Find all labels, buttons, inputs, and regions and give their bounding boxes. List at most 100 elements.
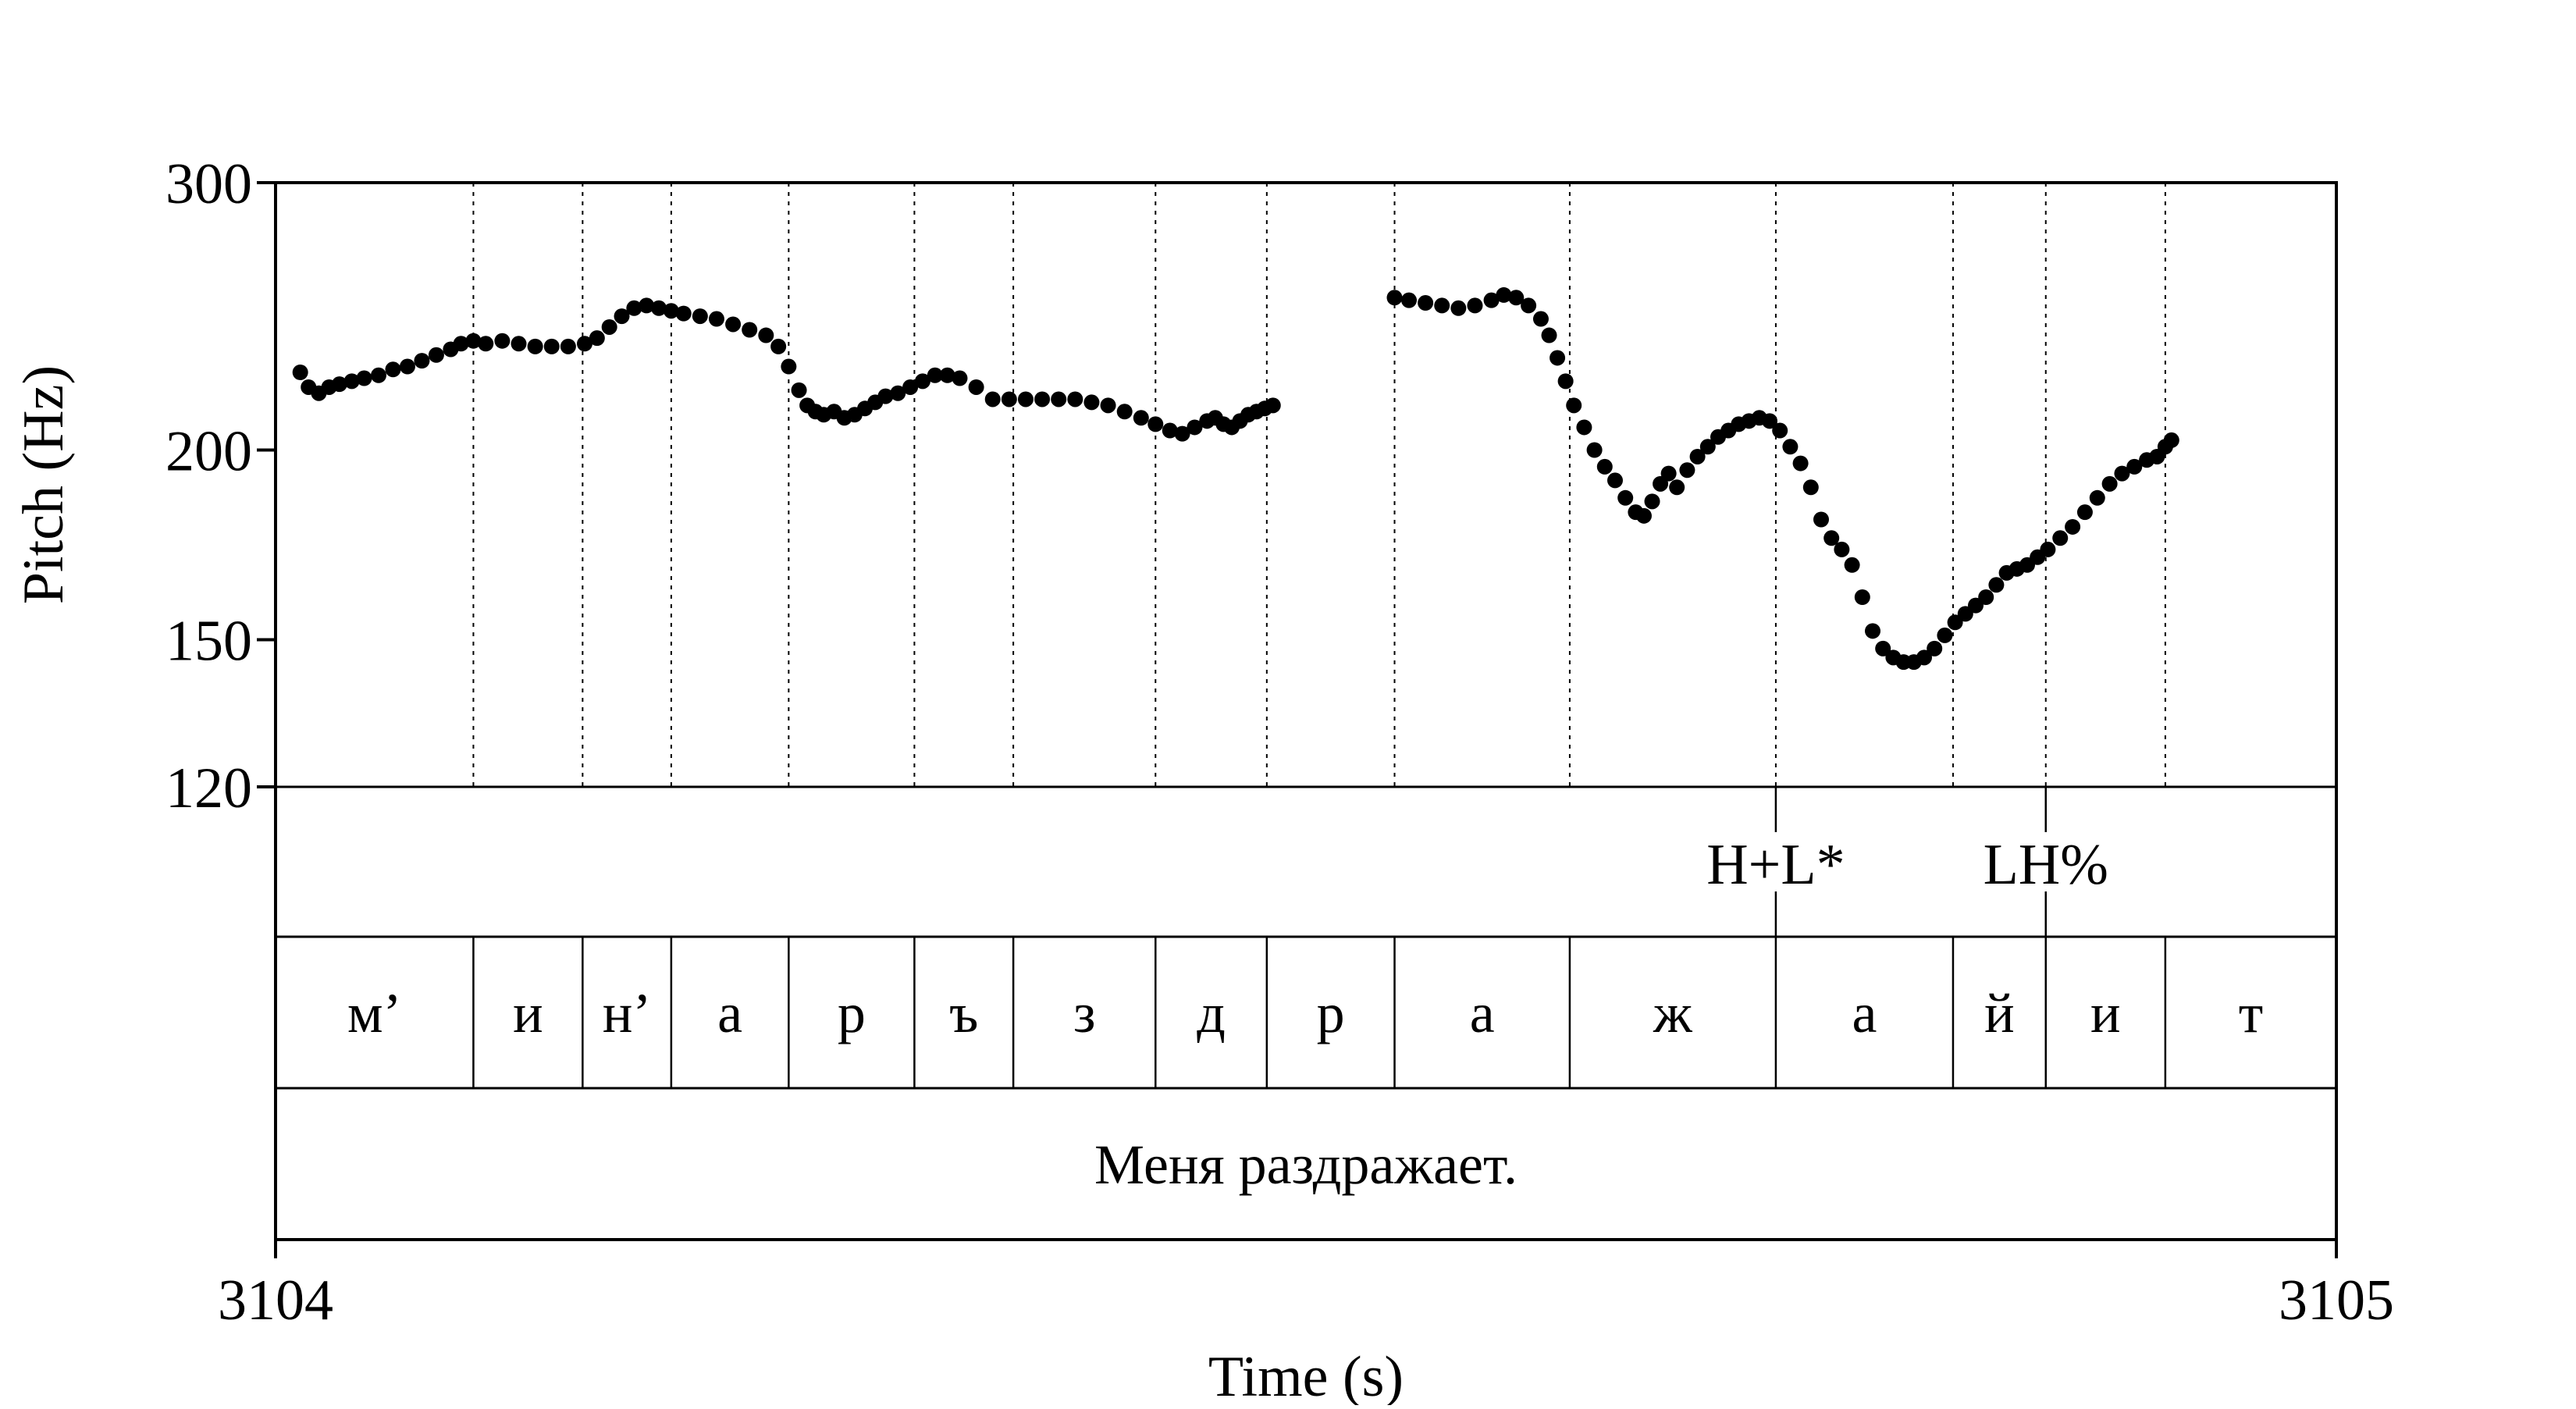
plot-frame bbox=[274, 181, 2338, 1241]
pitch-point bbox=[1947, 614, 1963, 631]
pitch-point bbox=[414, 353, 430, 369]
pitch-point bbox=[1607, 472, 1623, 489]
y-tick-label: 120 bbox=[165, 756, 252, 820]
pitch-point bbox=[589, 330, 605, 347]
pitch-point bbox=[356, 370, 372, 386]
pitch-point bbox=[2076, 504, 2093, 521]
plot-border bbox=[274, 181, 2338, 1241]
pitch-point bbox=[626, 300, 642, 316]
segment-label: н’ bbox=[603, 982, 652, 1044]
pitch-point bbox=[1550, 350, 1566, 366]
pitch-point bbox=[453, 336, 469, 352]
pitch-point bbox=[1988, 577, 2005, 593]
pitch-point bbox=[1844, 557, 1860, 573]
pitch-point bbox=[1566, 397, 1582, 414]
pitch-point bbox=[914, 373, 930, 390]
pitch-point bbox=[1434, 297, 1450, 314]
y-tick-label: 150 bbox=[165, 610, 252, 674]
pitch-point bbox=[2065, 518, 2081, 535]
pitch-point bbox=[527, 338, 543, 354]
pitch-point bbox=[902, 379, 919, 395]
pitch-point bbox=[331, 376, 347, 393]
pitch-point bbox=[2126, 458, 2143, 475]
segment-label: м’ bbox=[347, 982, 402, 1044]
pitch-point bbox=[1187, 419, 1203, 436]
pitch-point bbox=[1051, 391, 1067, 407]
segment-label: з bbox=[1073, 982, 1095, 1044]
segment-label: ж bbox=[1653, 982, 1693, 1044]
pitch-point bbox=[1034, 391, 1051, 407]
sentence-label: Меня раздражает. bbox=[1094, 1133, 1517, 1196]
pitch-point bbox=[1467, 297, 1483, 314]
pitch-point bbox=[1660, 465, 1677, 482]
segment-label: т bbox=[2239, 982, 2263, 1044]
pitch-point bbox=[1586, 442, 1603, 458]
pitch-point bbox=[1762, 413, 1777, 429]
segment-label: ъ bbox=[949, 982, 978, 1044]
x-tick-label: 3104 bbox=[218, 1268, 333, 1333]
pitch-point bbox=[560, 338, 576, 354]
pitch-point bbox=[890, 385, 906, 401]
pitch-point bbox=[1576, 419, 1592, 436]
pitch-point bbox=[1001, 391, 1017, 407]
pitch-point bbox=[292, 365, 308, 381]
pitch-point bbox=[791, 382, 807, 398]
pitch-point bbox=[1937, 627, 1953, 643]
pitch-point bbox=[877, 388, 894, 404]
pitch-point bbox=[663, 303, 679, 319]
pitch-point bbox=[692, 308, 708, 325]
pitch-point bbox=[1174, 425, 1190, 442]
pitch-point bbox=[675, 305, 692, 322]
pitch-point bbox=[1834, 541, 1850, 557]
pitch-point bbox=[1782, 439, 1799, 455]
pitch-point bbox=[2114, 465, 2130, 482]
pitch-point bbox=[1483, 292, 1500, 308]
pitch-point bbox=[1854, 589, 1870, 605]
segment-label: й bbox=[1984, 982, 2015, 1044]
pitch-point bbox=[371, 367, 386, 383]
pitch-point bbox=[1418, 295, 1434, 311]
pitch-point bbox=[1265, 397, 1281, 414]
pitch-point bbox=[742, 322, 758, 338]
segment-label: а bbox=[1852, 982, 1877, 1044]
pitch-point bbox=[1067, 391, 1083, 407]
x-tick-label: 3105 bbox=[2279, 1268, 2394, 1333]
pitch-point bbox=[1689, 448, 1706, 464]
pitch-point bbox=[511, 336, 527, 352]
boundary-lines bbox=[472, 183, 2166, 787]
pitch-point bbox=[478, 336, 494, 352]
pitch-point bbox=[614, 308, 630, 325]
pitch-point bbox=[385, 361, 401, 378]
pitch-point bbox=[1635, 507, 1652, 524]
segment-label: р bbox=[838, 982, 866, 1044]
pitch-point bbox=[2163, 432, 2179, 448]
pitch-point bbox=[1772, 422, 1788, 439]
pitch-point bbox=[1978, 589, 1994, 605]
pitch-point bbox=[1532, 311, 1549, 327]
pitch-point bbox=[1557, 373, 1574, 390]
pitch-point bbox=[639, 297, 655, 314]
pitch-point bbox=[1927, 640, 1943, 656]
pitch-point bbox=[494, 333, 511, 349]
tone-label: H+L* bbox=[1706, 833, 1845, 897]
pitch-point bbox=[1644, 493, 1660, 510]
pitch-point bbox=[1541, 327, 1557, 343]
pitch-point bbox=[1100, 397, 1116, 414]
segment-label: а bbox=[717, 982, 742, 1044]
x-axis-title: Time (s) bbox=[1208, 1345, 1404, 1405]
pitch-point bbox=[1508, 290, 1525, 306]
pitch-point bbox=[927, 367, 943, 383]
pitch-point bbox=[601, 318, 617, 335]
pitch-point bbox=[651, 300, 667, 316]
pitch-point bbox=[1669, 479, 1685, 496]
pitch-point bbox=[1116, 404, 1133, 420]
pitch-point bbox=[343, 373, 360, 390]
pitch-point bbox=[1813, 511, 1829, 528]
pitch-point bbox=[2089, 489, 2105, 506]
axes: Time (s) Pitch (Hz) 300 200 150 120 3104 3105 bbox=[12, 152, 2394, 1409]
pitch-point bbox=[1865, 623, 1880, 639]
y-tick-label: 300 bbox=[165, 152, 252, 216]
pitch-point bbox=[1401, 292, 1417, 308]
